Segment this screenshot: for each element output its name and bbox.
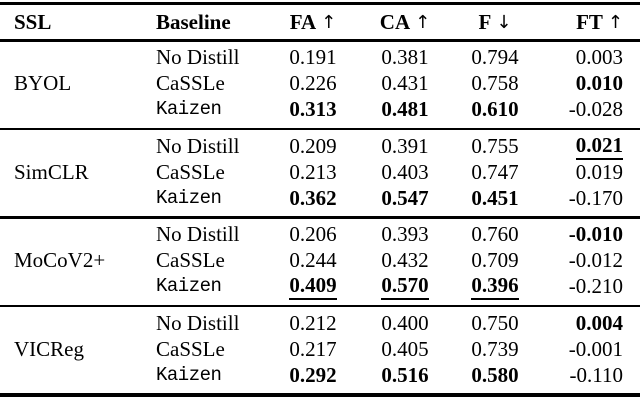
group-separator-rule	[0, 216, 640, 219]
up-arrow-icon: ↑	[415, 11, 431, 33]
metric-value-f: 0.760	[471, 222, 519, 246]
metric-value-f: 0.755	[471, 133, 519, 158]
group-separator-rule	[0, 127, 640, 130]
metric-value-fa: 0.206	[289, 222, 337, 246]
baseline-label: CaSSLe	[156, 336, 225, 361]
metric-value-f: 0.709	[471, 248, 519, 272]
header-separator-rule	[0, 39, 640, 42]
ssl-method-label: BYOL	[14, 71, 72, 95]
baseline-label: No Distill	[156, 222, 240, 246]
baseline-label: No Distill	[156, 45, 240, 69]
metric-value-ca: 0.391	[381, 133, 429, 158]
metric-value-ca: 0.516	[381, 362, 429, 387]
metric-value-fa: 0.217	[289, 336, 337, 361]
baseline-label: No Distill	[156, 310, 240, 335]
metric-value-f: 0.750	[471, 310, 519, 335]
table-group-vicreg: VICReg No Distill 0.212 0.400 0.750 0.00…	[0, 307, 640, 393]
metric-value-fa: 0.292	[289, 362, 337, 387]
down-arrow-icon: ↓	[496, 11, 512, 33]
column-header-label: FA	[289, 9, 317, 34]
metric-value-f: 0.739	[471, 336, 519, 361]
metric-value-f: 0.758	[471, 71, 519, 95]
metric-value-ca: 0.481	[381, 97, 429, 121]
metric-value-ft: 0.019	[575, 159, 623, 184]
baseline-label: CaSSLe	[156, 159, 225, 184]
metric-value-ft: 0.003	[575, 45, 623, 69]
metric-value-ft: -0.001	[568, 336, 623, 361]
column-header-ssl: SSL	[0, 10, 142, 35]
metric-value-f: 0.747	[471, 159, 519, 184]
column-header-label: FT	[576, 9, 603, 34]
column-header-label: CA	[379, 9, 411, 34]
metric-value-fa: 0.226	[289, 71, 337, 95]
metric-value-f: 0.580	[471, 362, 519, 387]
metric-value-fa: 0.409	[270, 275, 356, 301]
column-header-baseline: Baseline	[142, 10, 270, 35]
metric-value-ft: 0.021	[536, 134, 640, 160]
column-header-ca: CA ↑	[356, 10, 454, 35]
table-group-mocov2: MoCoV2+ No Distill 0.206 0.393 0.760 -0.…	[0, 219, 640, 305]
baseline-label: CaSSLe	[156, 71, 225, 95]
metric-value-ft: -0.210	[568, 274, 623, 298]
up-arrow-icon: ↑	[607, 11, 623, 33]
table-group-byol: BYOL No Distill 0.191 0.381 0.794 0.003 …	[0, 42, 640, 128]
metric-value-fa: 0.191	[289, 45, 337, 69]
column-header-ft: FT ↑	[536, 10, 640, 35]
metric-value-f: 0.610	[471, 97, 519, 121]
table-top-rule	[0, 2, 640, 5]
metric-value-ca: 0.403	[381, 159, 429, 184]
baseline-label: Kaizen	[156, 98, 222, 120]
metric-value-f: 0.396	[454, 275, 536, 301]
column-header-fa: FA ↑	[270, 10, 356, 35]
metric-value-ca: 0.547	[381, 185, 429, 210]
column-header-label: SSL	[14, 9, 52, 34]
column-header-label: F	[478, 9, 492, 34]
metric-value-ft: -0.110	[569, 362, 623, 387]
metric-value-ca: 0.393	[381, 222, 429, 246]
metric-value-fa: 0.212	[289, 310, 337, 335]
ssl-method-label: VICReg	[14, 336, 84, 361]
metric-value-fa: 0.244	[289, 248, 337, 272]
metric-value-ca: 0.381	[381, 45, 429, 69]
baseline-label: No Distill	[156, 133, 240, 158]
metric-value-ft: -0.028	[568, 97, 623, 121]
metric-value-ca: 0.432	[381, 248, 429, 272]
metric-value-ft: -0.010	[568, 222, 623, 246]
baseline-label: Kaizen	[156, 275, 222, 297]
metric-value-fa: 0.313	[289, 97, 337, 121]
metric-value-fa: 0.213	[289, 159, 337, 184]
group-separator-rule	[0, 304, 640, 307]
metric-value-fa: 0.362	[289, 185, 337, 210]
table-group-simclr: SimCLR No Distill 0.209 0.391 0.755 0.02…	[0, 130, 640, 216]
metric-value-ca: 0.431	[381, 71, 429, 95]
metric-value-ft: -0.012	[568, 248, 623, 272]
metric-value-ft: 0.004	[575, 310, 623, 335]
table-header-row: SSL Baseline FA ↑ CA ↑ F ↓ FT ↑	[0, 5, 640, 39]
metric-value-f: 0.794	[471, 45, 519, 69]
metric-value-ca: 0.405	[381, 336, 429, 361]
column-header-f: F ↓	[454, 10, 536, 35]
baseline-label: Kaizen	[156, 186, 222, 209]
baseline-label: Kaizen	[156, 363, 222, 386]
up-arrow-icon: ↑	[321, 11, 337, 33]
metric-value-ft: 0.010	[575, 71, 623, 95]
metric-value-ca: 0.570	[356, 275, 454, 301]
metric-value-f: 0.451	[471, 185, 519, 210]
ssl-method-label: SimCLR	[14, 159, 89, 184]
table-bottom-rule	[0, 393, 640, 397]
baseline-label: CaSSLe	[156, 248, 225, 272]
metric-value-fa: 0.209	[289, 133, 337, 158]
metric-value-ca: 0.400	[381, 310, 429, 335]
column-header-label: Baseline	[156, 9, 231, 34]
metric-value-ft: -0.170	[568, 185, 623, 210]
ssl-method-label: MoCoV2+	[14, 248, 106, 272]
